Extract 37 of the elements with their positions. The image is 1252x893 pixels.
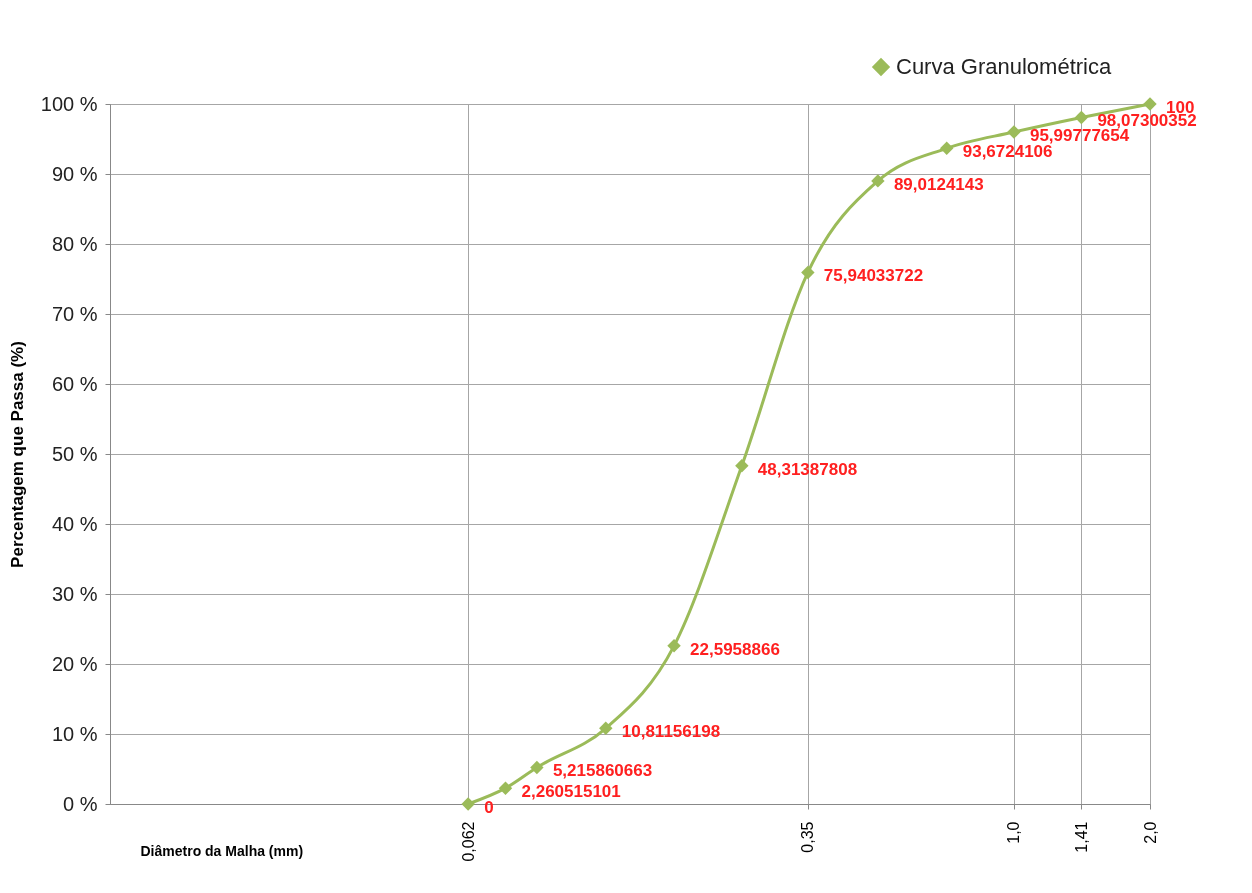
point <box>530 760 544 775</box>
y-tick-label: 10 % <box>51 722 98 745</box>
x-tick-label: 1,41 <box>1072 821 1090 853</box>
point <box>1007 125 1021 139</box>
y-tick-label: 20 % <box>51 652 98 675</box>
data-label: 10,81156198 <box>621 722 721 742</box>
y-tick-label: 40 % <box>51 512 98 535</box>
y-tick-label: 90 % <box>51 162 98 185</box>
y-tick-label: 30 % <box>51 582 98 605</box>
x-tick-label: 0,062 <box>459 821 477 862</box>
data-label: 75,94033722 <box>823 266 924 286</box>
y-tick-label: 70 % <box>51 302 98 325</box>
y-tick-label: 100 % <box>40 92 98 115</box>
data-label: 0 <box>484 798 494 817</box>
point <box>871 174 885 188</box>
point <box>599 721 613 736</box>
point <box>667 639 681 653</box>
x-tick-label: 2,0 <box>1141 821 1159 844</box>
data-label: 22,5958866 <box>690 639 780 659</box>
y-tick-label: 80 % <box>51 232 98 255</box>
y-tick-label: 0 % <box>63 792 98 815</box>
x-tick-label: 0,35 <box>799 821 817 853</box>
point <box>1143 97 1157 111</box>
point <box>1074 110 1089 125</box>
data-label: 2,260515101 <box>521 782 621 802</box>
point <box>801 265 815 280</box>
data-label: 5,215860663 <box>552 761 653 781</box>
x-axis-title: Diâmetro da Malha (mm) <box>140 842 304 859</box>
data-label: 48,31387808 <box>757 459 858 479</box>
y-tick-label: 60 % <box>51 372 98 395</box>
legend-label: Curva Granulométrica <box>896 54 1112 79</box>
point <box>940 141 954 155</box>
y-tick-label: 50 % <box>51 442 98 465</box>
data-label: 89,0124143 <box>893 174 984 194</box>
x-tick-label: 1,0 <box>1005 821 1023 844</box>
y-axis-title: Percentagem que Passa (%) <box>7 341 27 568</box>
point <box>735 459 749 473</box>
